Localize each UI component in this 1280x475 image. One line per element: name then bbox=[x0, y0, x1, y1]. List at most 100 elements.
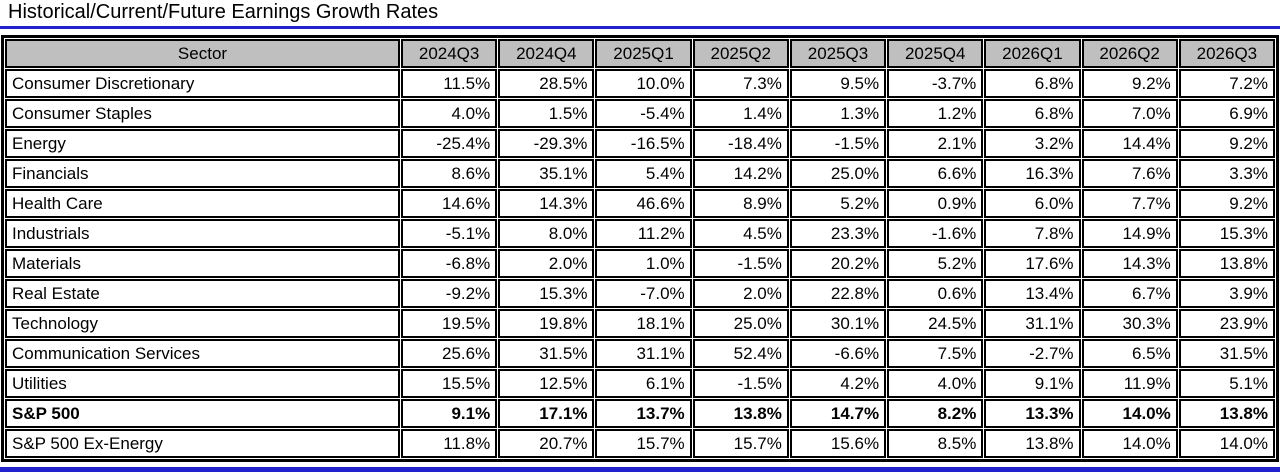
value-cell: 2.0% bbox=[692, 279, 789, 308]
value-cell: 19.8% bbox=[498, 309, 595, 338]
value-cell: 30.3% bbox=[1081, 309, 1178, 338]
value-cell: 31.5% bbox=[1178, 339, 1275, 368]
value-cell: 35.1% bbox=[498, 159, 595, 188]
value-cell: -1.6% bbox=[887, 219, 984, 248]
table-row: Health Care 14.6% 14.3% 46.6% 8.9% 5.2% 0.9% 6.… bbox=[5, 189, 1275, 218]
sector-cell: S&P 500 bbox=[5, 399, 400, 428]
column-header-2026q2: 2026Q2 bbox=[1081, 39, 1178, 68]
column-header-2026q3: 2026Q3 bbox=[1178, 39, 1275, 68]
column-header-sector: Sector bbox=[5, 39, 400, 68]
value-cell: 7.8% bbox=[984, 219, 1081, 248]
value-cell: 15.6% bbox=[789, 429, 887, 458]
value-cell: 14.0% bbox=[1081, 399, 1178, 428]
value-cell: 6.0% bbox=[984, 189, 1081, 218]
header-row: Sector 2024Q3 2024Q4 2025Q1 2025Q2 2025Q3 2025… bbox=[5, 39, 1275, 68]
bottom-divider-rule bbox=[0, 467, 1280, 472]
value-cell: 15.3% bbox=[1178, 219, 1275, 248]
value-cell: 10.0% bbox=[595, 69, 692, 98]
value-cell: 2.1% bbox=[887, 129, 984, 158]
value-cell: 15.7% bbox=[692, 429, 789, 458]
sector-cell: Industrials bbox=[5, 219, 400, 248]
sector-cell: Energy bbox=[5, 129, 400, 158]
value-cell: 31.1% bbox=[595, 339, 692, 368]
value-cell: 5.2% bbox=[789, 189, 887, 218]
value-cell: 14.7% bbox=[789, 399, 887, 428]
value-cell: -16.5% bbox=[595, 129, 692, 158]
sector-cell: Consumer Discretionary bbox=[5, 69, 400, 98]
value-cell: 15.3% bbox=[498, 279, 595, 308]
value-cell: 30.1% bbox=[789, 309, 887, 338]
column-header-2026q1: 2026Q1 bbox=[984, 39, 1081, 68]
column-header-2025q2: 2025Q2 bbox=[692, 39, 789, 68]
value-cell: -5.1% bbox=[401, 219, 498, 248]
value-cell: 14.6% bbox=[401, 189, 498, 218]
table-row: Financials 8.6% 35.1% 5.4% 14.2% 25.0% 6.6% 16.… bbox=[5, 159, 1275, 188]
value-cell: 14.9% bbox=[1081, 219, 1178, 248]
value-cell: -6.8% bbox=[401, 249, 498, 278]
value-cell: 13.8% bbox=[984, 429, 1081, 458]
value-cell: 15.7% bbox=[595, 429, 692, 458]
value-cell: 23.3% bbox=[789, 219, 887, 248]
value-cell: 6.7% bbox=[1081, 279, 1178, 308]
value-cell: 6.8% bbox=[984, 69, 1081, 98]
value-cell: 7.7% bbox=[1081, 189, 1178, 218]
value-cell: 9.1% bbox=[401, 399, 498, 428]
value-cell: 7.2% bbox=[1178, 69, 1275, 98]
sector-cell: Financials bbox=[5, 159, 400, 188]
sector-cell: Communication Services bbox=[5, 339, 400, 368]
column-header-2024q4: 2024Q4 bbox=[498, 39, 595, 68]
value-cell: 3.9% bbox=[1178, 279, 1275, 308]
value-cell: 6.8% bbox=[984, 99, 1081, 128]
value-cell: 5.4% bbox=[595, 159, 692, 188]
value-cell: 1.5% bbox=[498, 99, 595, 128]
value-cell: 0.6% bbox=[887, 279, 984, 308]
value-cell: 25.0% bbox=[789, 159, 887, 188]
column-header-2025q3: 2025Q3 bbox=[789, 39, 887, 68]
sector-cell: Materials bbox=[5, 249, 400, 278]
value-cell: 14.3% bbox=[498, 189, 595, 218]
value-cell: 8.2% bbox=[887, 399, 984, 428]
value-cell: 4.0% bbox=[887, 369, 984, 398]
value-cell: 5.2% bbox=[887, 249, 984, 278]
value-cell: 8.5% bbox=[887, 429, 984, 458]
value-cell: -1.5% bbox=[692, 369, 789, 398]
value-cell: 14.2% bbox=[692, 159, 789, 188]
value-cell: 13.7% bbox=[595, 399, 692, 428]
value-cell: 13.3% bbox=[984, 399, 1081, 428]
value-cell: 46.6% bbox=[595, 189, 692, 218]
title-underline-rule bbox=[0, 26, 1280, 29]
value-cell: -3.7% bbox=[887, 69, 984, 98]
value-cell: 1.2% bbox=[887, 99, 984, 128]
value-cell: 7.0% bbox=[1081, 99, 1178, 128]
value-cell: 4.0% bbox=[401, 99, 498, 128]
value-cell: 6.9% bbox=[1178, 99, 1275, 128]
value-cell: 8.9% bbox=[692, 189, 789, 218]
value-cell: 1.4% bbox=[692, 99, 789, 128]
value-cell: 8.6% bbox=[401, 159, 498, 188]
value-cell: 25.0% bbox=[692, 309, 789, 338]
value-cell: 15.5% bbox=[401, 369, 498, 398]
table-row: Energy -25.4% -29.3% -16.5% -18.4% -1.5% 2.1% 3… bbox=[5, 129, 1275, 158]
value-cell: 3.3% bbox=[1178, 159, 1275, 188]
value-cell: 28.5% bbox=[498, 69, 595, 98]
value-cell: 5.1% bbox=[1178, 369, 1275, 398]
value-cell: 13.8% bbox=[1178, 399, 1275, 428]
value-cell: 9.5% bbox=[789, 69, 887, 98]
value-cell: 24.5% bbox=[887, 309, 984, 338]
table-row: S&P 500 Ex-Energy 11.8% 20.7% 15.7% 15.7% 15.… bbox=[5, 429, 1275, 458]
value-cell: 4.2% bbox=[789, 369, 887, 398]
value-cell: 12.5% bbox=[498, 369, 595, 398]
value-cell: -1.5% bbox=[692, 249, 789, 278]
value-cell: 14.0% bbox=[1178, 429, 1275, 458]
value-cell: -29.3% bbox=[498, 129, 595, 158]
table-row: Industrials -5.1% 8.0% 11.2% 4.5% 23.3% -1.6% 7… bbox=[5, 219, 1275, 248]
sector-cell: Health Care bbox=[5, 189, 400, 218]
value-cell: 14.3% bbox=[1081, 249, 1178, 278]
value-cell: 1.3% bbox=[789, 99, 887, 128]
value-cell: 11.9% bbox=[1081, 369, 1178, 398]
value-cell: 6.6% bbox=[887, 159, 984, 188]
value-cell: 9.1% bbox=[984, 369, 1081, 398]
value-cell: 16.3% bbox=[984, 159, 1081, 188]
value-cell: 3.2% bbox=[984, 129, 1081, 158]
